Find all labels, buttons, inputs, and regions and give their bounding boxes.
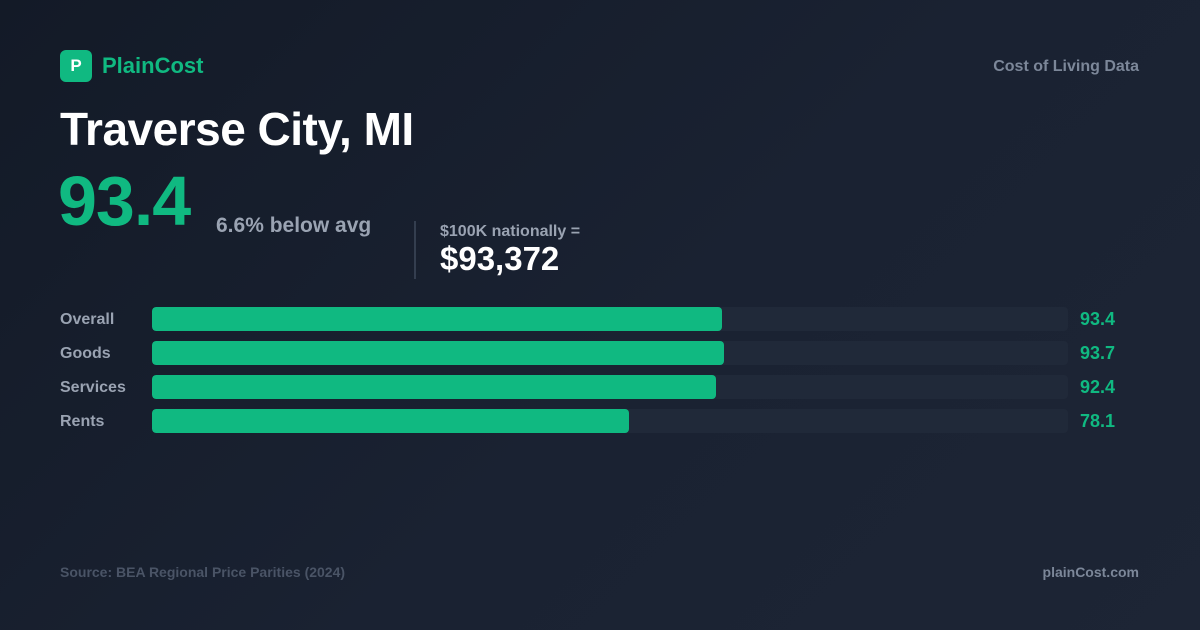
overall-score: 93.4 [58,162,191,240]
national-equivalent-value: $93,372 [440,240,560,277]
city-title: Traverse City, MI [60,103,414,155]
bar-fill [152,307,723,331]
bar-fill [152,341,725,365]
bar-track [152,341,1068,365]
bar-value-label: 78.1 [1080,411,1116,431]
comparison-text: 6.6% below avg [216,214,372,237]
brand-logo[interactable]: P PlainCost [60,50,203,82]
bar-row-overall: Overall 93.4 [60,307,1140,331]
bar-track [152,375,1068,399]
bar-value-label: 93.4 [1080,309,1116,329]
brand-name: PlainCost [102,53,204,78]
bar-row-rents: Rents 78.1 [60,409,1140,433]
bar-value-label: 92.4 [1080,377,1116,397]
bar-label: Goods [60,345,111,362]
bar-value-label: 93.7 [1080,343,1116,363]
bar-label: Services [60,379,126,396]
bar-track [152,307,1068,331]
source-note: Source: BEA Regional Price Parities (202… [60,564,346,580]
bar-fill [152,409,629,433]
bar-row-services: Services 92.4 [60,375,1140,399]
divider [414,221,416,279]
bar-label: Rents [60,413,105,430]
bar-fill [152,375,717,399]
logo-mark-icon: P [60,50,92,82]
tagline: Cost of Living Data [993,58,1139,75]
bar-row-goods: Goods 93.7 [60,341,1140,365]
bar-label: Overall [60,311,115,328]
bar-chart: Overall 93.4 Goods 93.7 Services 92.4 Rents 78.… [60,307,1140,443]
site-link[interactable]: plainCost.com [1042,564,1139,580]
bar-track [152,409,1068,433]
national-label: $100K nationally = [440,223,581,240]
